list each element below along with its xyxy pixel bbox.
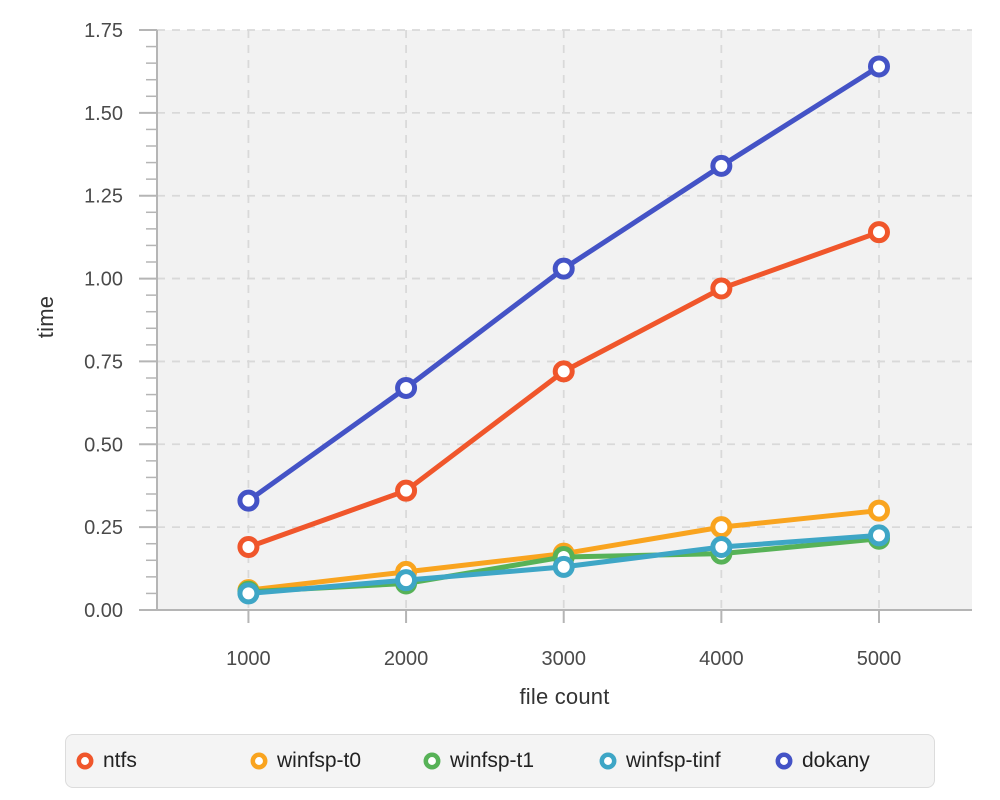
legend-item-dokany: dokany xyxy=(775,735,870,786)
x-tick-label: 5000 xyxy=(857,648,902,670)
winfsp-t1-legend-ring xyxy=(423,752,441,769)
winfsp-t0-legend-marker-icon xyxy=(250,752,268,769)
y-tick-label: 1.25 xyxy=(84,186,123,208)
y-tick-label: 0.75 xyxy=(84,351,123,373)
marker-ntfs-3000 xyxy=(552,360,575,383)
chart-canvas: 0.00 0.25 0.50 0.75 1.00 1.25 1.50 1.75 1000 2000… xyxy=(84,20,972,670)
y-tick-label: 0.25 xyxy=(84,517,123,539)
legend-item-winfsp-tinf: winfsp-tinf xyxy=(599,735,721,786)
marker-winfsp-tinf-5000 xyxy=(867,524,890,547)
x-axis-title: file count xyxy=(519,684,610,709)
y-axis-title: time xyxy=(33,295,58,339)
legend-label-ntfs: ntfs xyxy=(103,748,137,772)
winfsp-t0-legend-ring xyxy=(250,752,268,769)
ntfs-legend-ring xyxy=(76,752,94,769)
legend-label-dokany: dokany xyxy=(802,748,870,772)
y-tick-label: 0.50 xyxy=(84,434,123,456)
legend-item-winfsp-t0: winfsp-t0 xyxy=(250,735,361,786)
marker-winfsp-tinf-2000 xyxy=(395,569,418,592)
marker-winfsp-tinf-3000 xyxy=(552,555,575,578)
legend-label-winfsp-tinf: winfsp-tinf xyxy=(626,748,721,772)
x-tick-label: 4000 xyxy=(699,648,744,670)
marker-winfsp-t0-4000 xyxy=(710,516,733,539)
y-tick-label: 1.00 xyxy=(84,269,123,291)
marker-winfsp-tinf-4000 xyxy=(710,536,733,559)
marker-dokany-5000 xyxy=(867,55,890,78)
marker-winfsp-t0-5000 xyxy=(867,499,890,522)
marker-ntfs-1000 xyxy=(237,536,260,559)
dokany-legend-marker-icon xyxy=(775,752,793,769)
marker-dokany-2000 xyxy=(395,376,418,399)
y-tick-label: 0.00 xyxy=(84,600,123,622)
y-tick-label: 1.50 xyxy=(84,103,123,125)
winfsp-tinf-legend-marker-icon xyxy=(599,752,617,769)
winfsp-tinf-legend-ring xyxy=(599,752,617,769)
marker-ntfs-4000 xyxy=(710,277,733,300)
marker-dokany-1000 xyxy=(237,489,260,512)
ntfs-legend-marker-icon xyxy=(76,752,94,769)
legend-label-winfsp-t1: winfsp-t1 xyxy=(450,748,535,772)
marker-ntfs-5000 xyxy=(867,221,890,244)
marker-winfsp-tinf-1000 xyxy=(237,582,260,605)
marker-ntfs-2000 xyxy=(395,479,418,502)
legend-item-winfsp-t1: winfsp-t1 xyxy=(423,735,534,786)
x-tick-label: 1000 xyxy=(226,648,271,670)
dokany-legend-ring xyxy=(775,752,793,769)
winfsp-t1-legend-marker-icon xyxy=(423,752,441,769)
legend-item-ntfs: ntfs xyxy=(76,735,137,786)
y-tick-label: 1.75 xyxy=(84,20,123,42)
x-tick-label: 2000 xyxy=(384,648,429,670)
x-tick-label: 3000 xyxy=(541,648,586,670)
marker-dokany-3000 xyxy=(552,257,575,280)
legend-label-winfsp-t0: winfsp-t0 xyxy=(277,748,362,772)
marker-dokany-4000 xyxy=(710,154,733,177)
legend: ntfs winfsp-t0 winfsp-t1 winfsp-tinf dokany xyxy=(65,734,935,788)
